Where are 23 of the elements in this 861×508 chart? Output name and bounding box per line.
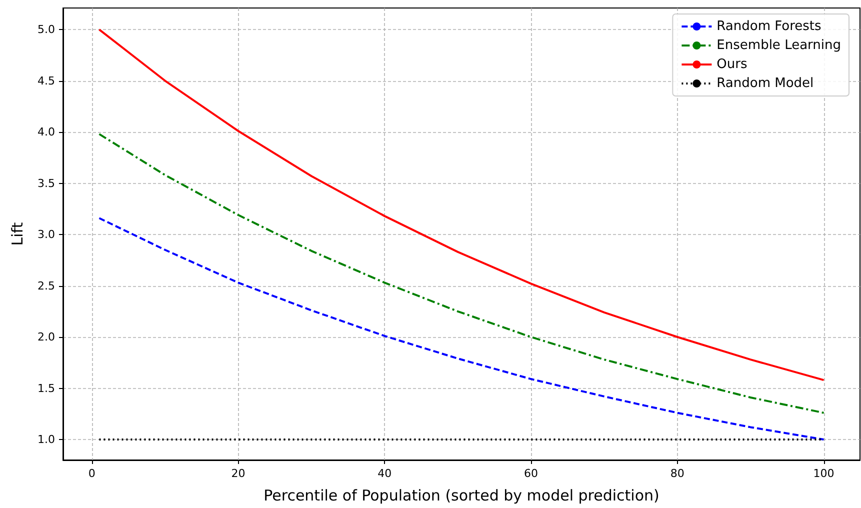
- y-tick-label: 5.0: [38, 23, 55, 36]
- y-tick-label: 2.5: [38, 279, 55, 292]
- x-tick-label: 40: [378, 467, 392, 480]
- y-tick-label: 4.0: [38, 126, 55, 139]
- x-tick-label: 100: [813, 467, 834, 480]
- x-axis-title: Percentile of Population (sorted by model prediction): [264, 486, 660, 504]
- legend-label: Random Forests: [716, 19, 822, 34]
- y-tick-label: 1.5: [38, 382, 55, 395]
- line-series: [98, 133, 825, 414]
- y-axis-title: Lift: [8, 222, 26, 246]
- x-tick-label: 60: [524, 467, 538, 480]
- x-tick-label: 0: [88, 467, 96, 480]
- y-tick-label: 1.0: [38, 433, 55, 446]
- legend-label: Ensemble Learning: [716, 38, 842, 53]
- y-tick-label: 3.5: [38, 176, 55, 190]
- x-tick-label: 80: [670, 467, 684, 480]
- x-tick-label: 20: [231, 467, 246, 480]
- legend-label: Random Model: [716, 76, 814, 91]
- line-series: [98, 217, 825, 440]
- y-tick-label: 3.0: [38, 228, 55, 242]
- legend-label: Ours: [716, 57, 748, 72]
- y-tick-label: 2.0: [38, 330, 55, 344]
- y-tick-label: 4.5: [38, 74, 55, 88]
